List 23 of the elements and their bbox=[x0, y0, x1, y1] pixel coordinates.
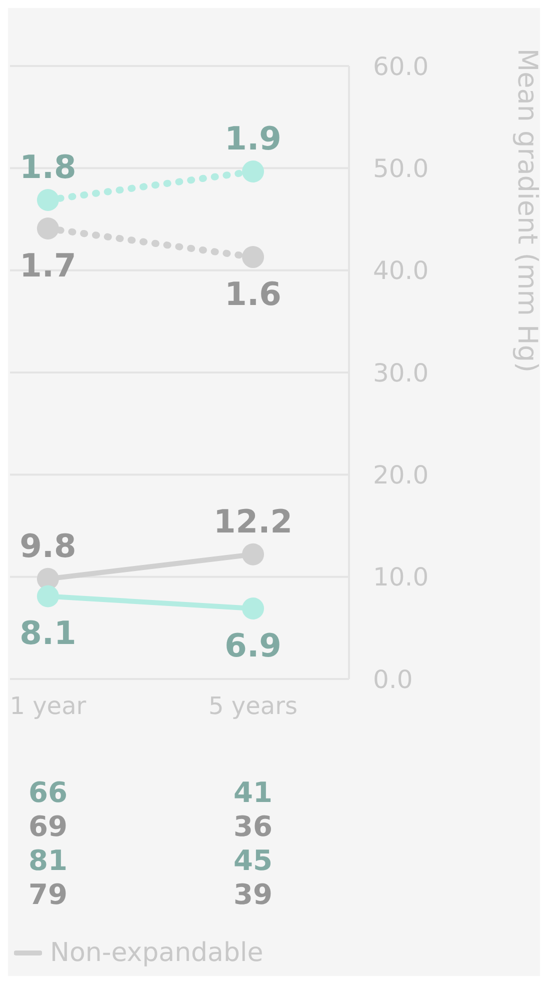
text: 36 bbox=[232, 810, 274, 844]
data-label: 1.6 bbox=[224, 275, 282, 314]
text: 66 bbox=[27, 776, 68, 810]
point bbox=[242, 246, 264, 268]
data-label: 8.1 bbox=[20, 614, 76, 652]
point bbox=[242, 160, 264, 182]
data-label: 1.7 bbox=[20, 246, 76, 285]
data-label: 12.2 bbox=[214, 502, 292, 540]
data-label: 9.8 bbox=[20, 526, 76, 565]
text: 69 bbox=[27, 810, 68, 844]
text: 45 bbox=[232, 844, 274, 878]
data-label: 1.9 bbox=[224, 119, 282, 158]
text: 41 bbox=[232, 776, 274, 810]
data-label: 6.9 bbox=[224, 626, 282, 665]
text: 39 bbox=[232, 878, 274, 912]
point bbox=[36, 585, 59, 608]
point bbox=[36, 218, 59, 240]
text: 79 bbox=[27, 878, 68, 912]
point bbox=[242, 543, 264, 566]
text: 81 bbox=[27, 844, 68, 878]
point bbox=[242, 598, 264, 620]
point bbox=[36, 189, 59, 212]
data-label: 1.8 bbox=[20, 148, 76, 186]
